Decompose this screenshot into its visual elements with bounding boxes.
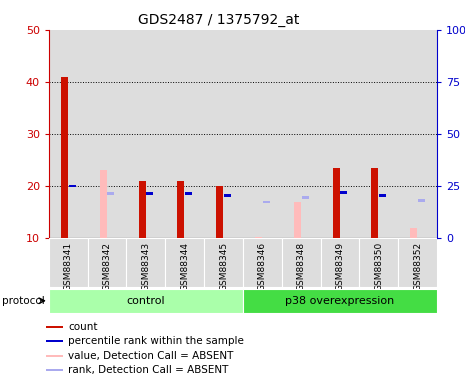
Bar [255,237,262,238]
Bar [107,192,114,195]
Bar [185,192,192,195]
Bar [321,238,359,287]
Text: GSM88346: GSM88346 [258,242,267,291]
Text: GDS2487 / 1375792_at: GDS2487 / 1375792_at [138,13,299,27]
Bar [332,168,339,238]
Bar [302,196,309,199]
Bar [87,238,126,287]
Bar [204,238,243,287]
Bar [49,289,243,313]
Bar [166,238,204,287]
Bar [126,238,166,287]
Bar [359,238,398,287]
Bar [146,192,153,195]
Text: GSM88349: GSM88349 [336,242,345,291]
Bar [177,181,184,238]
Bar [294,202,301,238]
Bar [418,200,425,202]
Text: value, Detection Call = ABSENT: value, Detection Call = ABSENT [68,351,234,361]
Bar [410,228,417,238]
Text: GSM88350: GSM88350 [374,242,383,291]
Text: GSM88343: GSM88343 [141,242,150,291]
Bar [204,30,243,238]
Bar [263,201,270,203]
Text: GSM88345: GSM88345 [219,242,228,291]
Bar [139,181,146,238]
Bar [61,77,68,238]
Text: count: count [68,322,98,332]
Text: p38 overexpression: p38 overexpression [286,296,395,306]
Bar [282,30,320,238]
Text: percentile rank within the sample: percentile rank within the sample [68,336,244,346]
Text: protocol: protocol [2,296,45,306]
Bar [69,185,76,188]
Bar [379,194,386,197]
Text: GSM88342: GSM88342 [103,242,112,291]
Bar [46,326,63,328]
Text: GSM88344: GSM88344 [180,242,189,291]
Text: GSM88352: GSM88352 [413,242,422,291]
Bar [100,171,106,238]
Bar [126,30,165,238]
Bar [243,289,437,313]
Text: GSM88348: GSM88348 [297,242,306,291]
Bar [359,30,398,238]
Bar [46,355,63,357]
Bar [282,238,321,287]
Bar [372,168,379,238]
Bar [46,369,63,372]
Text: rank, Detection Call = ABSENT: rank, Detection Call = ABSENT [68,365,229,375]
Text: control: control [126,296,165,306]
Bar [49,30,87,238]
Bar [87,30,126,238]
Bar [243,30,282,238]
Bar [398,238,437,287]
Bar [398,30,437,238]
Bar [216,186,223,238]
Bar [165,30,204,238]
Text: GSM88341: GSM88341 [64,242,73,291]
Bar [340,191,347,194]
Bar [243,238,282,287]
Bar [224,194,231,197]
Bar [49,238,87,287]
Bar [320,30,359,238]
Bar [46,340,63,342]
